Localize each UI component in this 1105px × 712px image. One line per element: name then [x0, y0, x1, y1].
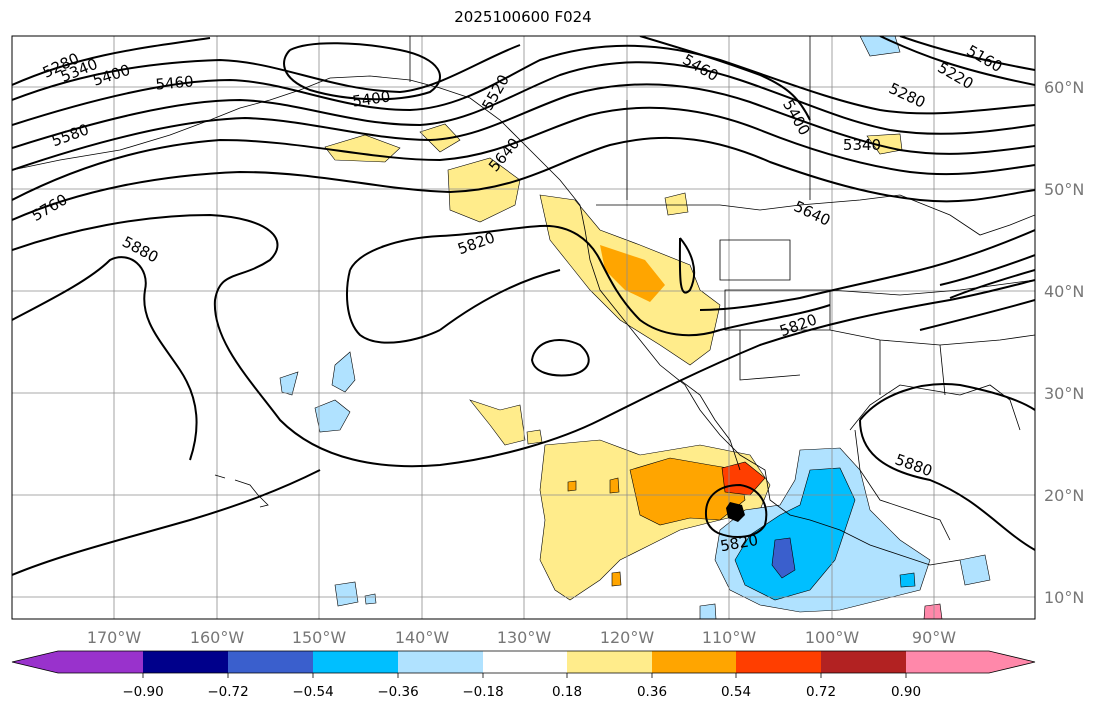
colorbar-segment: [483, 651, 569, 673]
contour-label: 5280: [886, 79, 928, 111]
lon-label: 100°W: [805, 628, 860, 647]
colorbar-segment: [989, 651, 1035, 673]
lon-label: 170°W: [87, 628, 142, 647]
contour-label: 5400: [351, 87, 391, 110]
contour-label: 5220: [934, 58, 976, 93]
lon-label: 120°W: [600, 628, 655, 647]
colorbar-tick-label: −0.36: [377, 684, 418, 700]
contour-label: 5340: [843, 136, 881, 154]
contour-label: 5580: [49, 120, 91, 150]
contour-label: 5820: [777, 310, 819, 340]
colorbar-outline: [11, 650, 1036, 674]
map-title: 2025100600 F024: [454, 8, 592, 26]
colorbar-tick-label: −0.72: [207, 684, 248, 700]
colorbar-tick-label: 0.18: [552, 684, 582, 700]
coastlines: [12, 36, 1035, 566]
shading-negative: [279, 36, 991, 619]
colorbar-segment: [736, 651, 822, 673]
colorbar-tick-label: 0.90: [891, 684, 921, 700]
colorbar-segment: [567, 651, 653, 673]
lat-label: 30°N: [1044, 384, 1084, 403]
map-frame: [11, 35, 1036, 620]
low-center: [726, 502, 745, 522]
lon-label: 130°W: [497, 628, 552, 647]
colorbar-segment: [652, 651, 738, 673]
colorbar-tick-label: −0.90: [122, 684, 163, 700]
lon-label: 140°W: [395, 628, 450, 647]
lon-label: 160°W: [190, 628, 245, 647]
lat-label: 40°N: [1044, 282, 1084, 301]
colorbar-segment: [12, 651, 58, 673]
lon-label: 110°W: [702, 628, 757, 647]
colorbar-tick-label: 0.36: [637, 684, 667, 700]
contour-label: 5760: [28, 190, 70, 225]
lat-label: 20°N: [1044, 486, 1084, 505]
colorbar-segment: [228, 651, 314, 673]
contour-label: 5460: [155, 72, 195, 93]
contour-label: 5640: [791, 197, 833, 229]
height-contours: [12, 36, 1035, 576]
colorbar-segment: [821, 651, 907, 673]
contour-label: 5820: [455, 228, 497, 258]
contour-label: 5520: [478, 71, 513, 113]
lat-label: 50°N: [1044, 180, 1084, 199]
colorbar-tick-label: 0.54: [721, 684, 751, 700]
colorbar-segment: [398, 651, 484, 673]
latitude-labels: 60°N 50°N 40°N 30°N 20°N 10°N: [1044, 78, 1084, 607]
lon-label: 90°W: [912, 628, 956, 647]
lat-label: 10°N: [1044, 588, 1084, 607]
colorbar-segment: [143, 651, 229, 673]
colorbar-tick-label: −0.18: [462, 684, 503, 700]
contour-label: 5160: [963, 41, 1005, 76]
map-area: 5280 5340 5400 5460 5400 5580 5760 5880 …: [12, 36, 1035, 619]
colorbar: −0.90 −0.72 −0.54 −0.36 −0.18 0.18 0.36 …: [11, 650, 1036, 700]
colorbar-segment: [906, 651, 990, 673]
colorbar-segment: [58, 651, 144, 673]
lat-label: 60°N: [1044, 78, 1084, 97]
colorbar-tick-label: −0.54: [292, 684, 333, 700]
longitude-labels: 170°W 160°W 150°W 140°W 130°W 120°W 110°…: [87, 628, 956, 647]
shading-positive: [324, 123, 903, 601]
lon-label: 150°W: [292, 628, 347, 647]
colorbar-segment: [313, 651, 399, 673]
colorbar-tick-label: 0.72: [806, 684, 836, 700]
contour-label: 5880: [119, 233, 161, 267]
